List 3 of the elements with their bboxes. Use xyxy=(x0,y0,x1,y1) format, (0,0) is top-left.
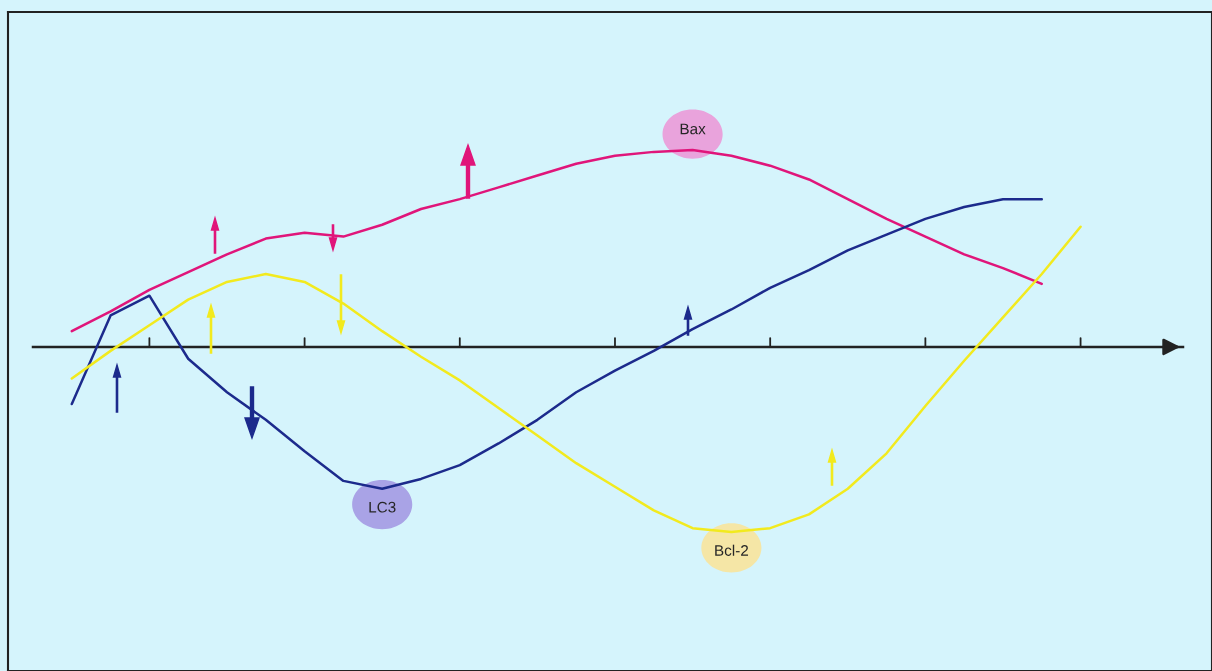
series-label: Bax xyxy=(680,123,706,135)
series-label: Bcl-2 xyxy=(715,544,749,556)
series-label: LC3 xyxy=(369,501,396,513)
